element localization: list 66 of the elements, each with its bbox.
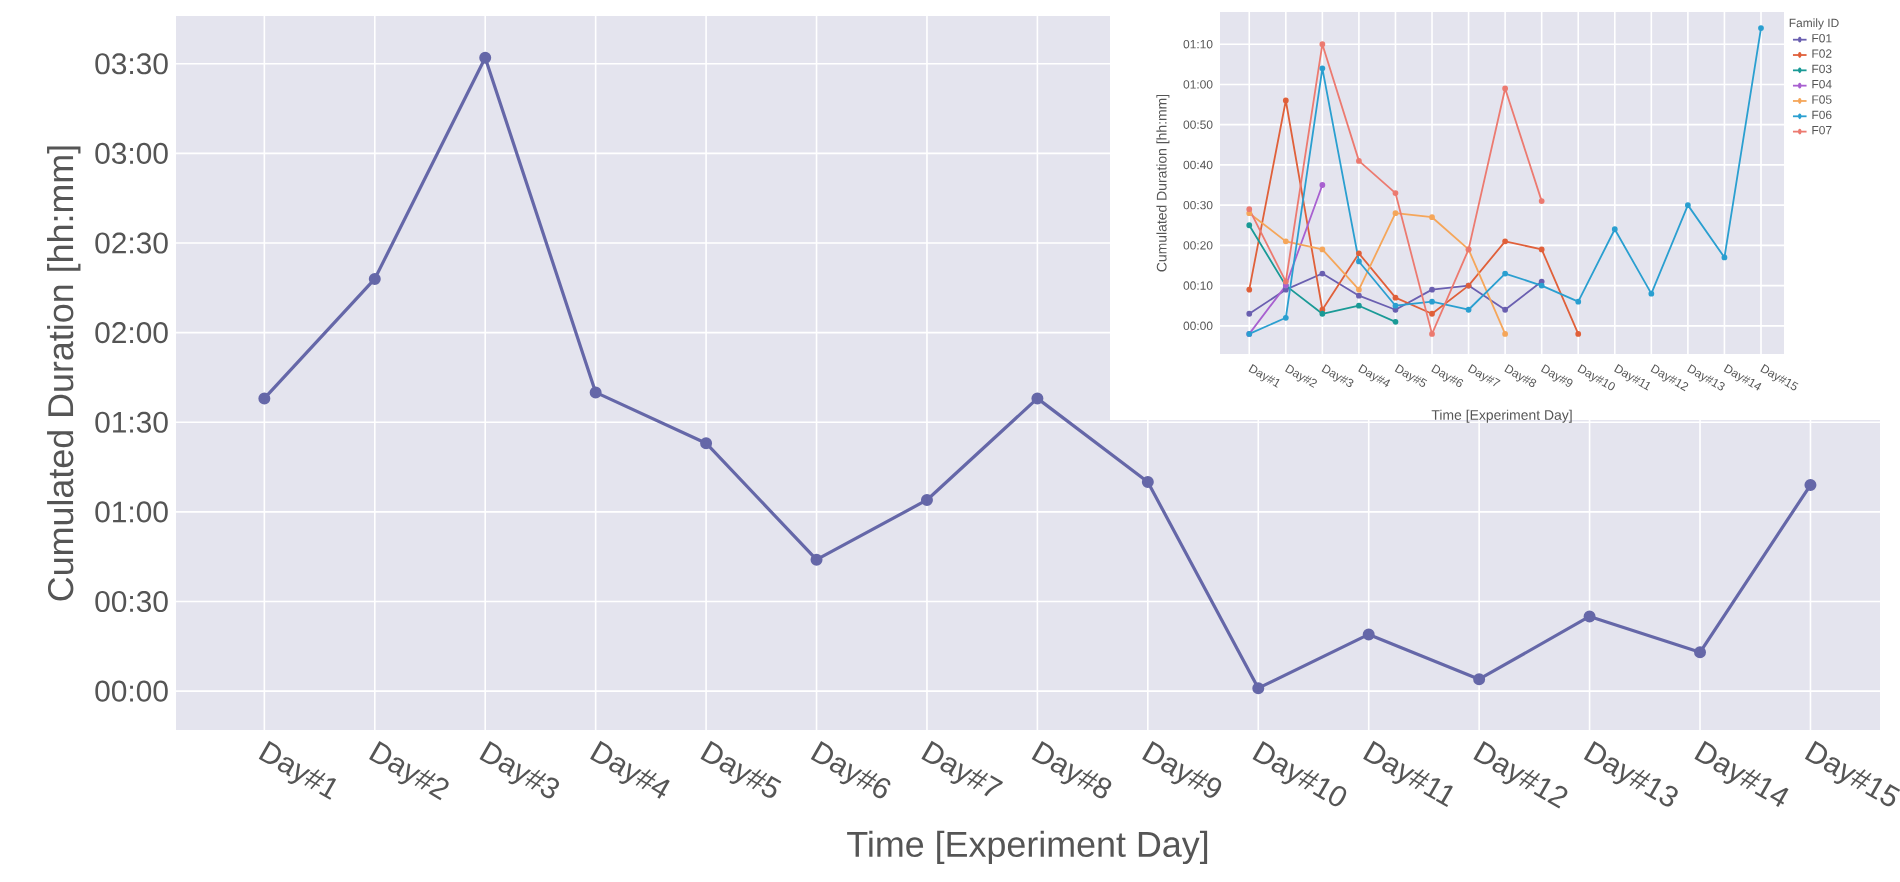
point	[1319, 246, 1326, 253]
point	[1429, 214, 1435, 221]
point	[1721, 254, 1728, 261]
point	[1392, 294, 1399, 301]
point	[1502, 238, 1509, 245]
point	[810, 553, 823, 566]
point	[1502, 306, 1509, 313]
point	[1583, 610, 1596, 623]
point	[1611, 226, 1618, 233]
point	[368, 272, 381, 285]
point	[1362, 628, 1375, 641]
point	[1392, 318, 1399, 325]
y-tick-label: 02:00	[95, 322, 168, 344]
point	[1246, 286, 1253, 293]
point	[1392, 190, 1399, 196]
point	[1282, 238, 1289, 245]
point	[1319, 41, 1326, 48]
point	[1356, 250, 1362, 257]
point	[1502, 330, 1509, 337]
point	[1429, 298, 1435, 305]
point	[1502, 270, 1509, 277]
point	[1031, 392, 1044, 405]
point	[479, 51, 492, 64]
point	[1282, 314, 1289, 321]
point	[1246, 310, 1253, 317]
point	[700, 437, 713, 450]
point	[1758, 25, 1764, 31]
point	[1356, 292, 1362, 299]
y-tick-label: 03:30	[95, 53, 168, 75]
point	[589, 386, 602, 399]
point	[920, 493, 933, 506]
point	[258, 392, 271, 405]
point	[1538, 198, 1545, 205]
point	[1648, 290, 1655, 297]
point	[1319, 182, 1326, 188]
point	[1429, 330, 1435, 337]
point	[1473, 673, 1486, 686]
point	[1392, 210, 1399, 217]
point	[1465, 306, 1472, 313]
y-tick-label: 00:30	[95, 590, 168, 613]
y-axis-title: Cumulated Duration [hh:mm]	[47, 146, 81, 601]
point	[1575, 330, 1582, 337]
point	[1319, 65, 1326, 72]
point	[1356, 157, 1362, 164]
point	[1429, 310, 1435, 317]
y-tick-label: 01:30	[95, 411, 168, 433]
point	[1356, 258, 1362, 265]
y-tick-label: 03:00	[95, 142, 168, 164]
point	[1141, 476, 1154, 489]
point	[1538, 246, 1545, 253]
point	[1694, 646, 1707, 659]
point	[1502, 85, 1509, 92]
point	[1804, 479, 1817, 492]
x-axis-title: Time [Experiment Day]	[847, 830, 1208, 865]
point	[1429, 286, 1435, 293]
point	[1575, 298, 1582, 305]
y-tick-label: 02:30	[95, 232, 168, 254]
point	[1246, 222, 1253, 229]
point	[1319, 270, 1326, 277]
y-tick-label: 00:00	[95, 680, 168, 702]
point	[1684, 202, 1691, 209]
point	[1282, 97, 1289, 104]
y-tick-label: 01:00	[95, 501, 168, 523]
point	[1252, 682, 1265, 695]
point	[1356, 286, 1362, 293]
point	[1356, 302, 1362, 309]
